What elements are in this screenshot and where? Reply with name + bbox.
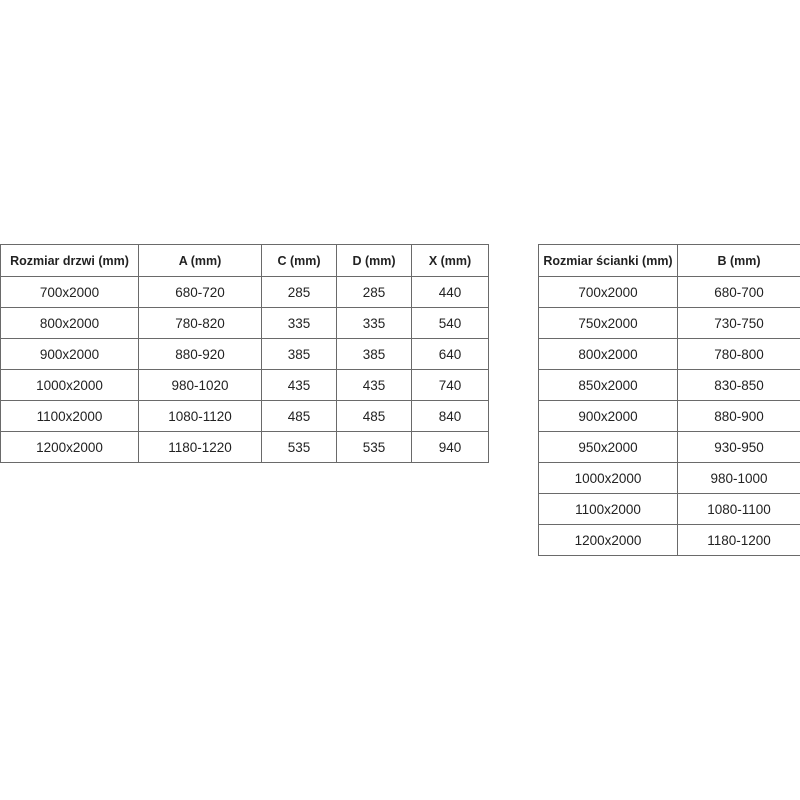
table-row: 800x2000 780-820 335 335 540 xyxy=(0,307,489,339)
table-cell: 485 xyxy=(261,400,337,432)
column-header: B (mm) xyxy=(677,244,800,277)
table-row: 850x2000 830-850 xyxy=(538,369,800,401)
column-header: D (mm) xyxy=(336,244,412,277)
table-row: 1200x2000 1180-1200 xyxy=(538,524,800,556)
table-row: 700x2000 680-700 xyxy=(538,276,800,308)
table-cell: 730-750 xyxy=(677,307,800,339)
table-cell: 700x2000 xyxy=(0,276,139,308)
table-cell: 385 xyxy=(336,338,412,370)
table-row: 1100x2000 1080-1120 485 485 840 xyxy=(0,400,489,432)
table-cell: 780-800 xyxy=(677,338,800,370)
table-cell: 740 xyxy=(411,369,489,401)
table-header-row: Rozmiar ścianki (mm) B (mm) xyxy=(538,244,800,277)
table-cell: 435 xyxy=(336,369,412,401)
wall-size-table: Rozmiar ścianki (mm) B (mm) 700x2000 680-7… xyxy=(538,244,800,556)
table-cell: 680-700 xyxy=(677,276,800,308)
table-header-row: Rozmiar drzwi (mm) A (mm) C (mm) D (mm) X (m… xyxy=(0,244,489,277)
table-row: 950x2000 930-950 xyxy=(538,431,800,463)
table-cell: 880-920 xyxy=(138,338,262,370)
table-row: 900x2000 880-920 385 385 640 xyxy=(0,338,489,370)
table-cell: 1180-1200 xyxy=(677,524,800,556)
table-cell: 750x2000 xyxy=(538,307,678,339)
table-cell: 1200x2000 xyxy=(0,431,139,463)
table-cell: 880-900 xyxy=(677,400,800,432)
table-cell: 640 xyxy=(411,338,489,370)
table-cell: 535 xyxy=(336,431,412,463)
table-cell: 780-820 xyxy=(138,307,262,339)
table-cell: 335 xyxy=(261,307,337,339)
column-header: Rozmiar drzwi (mm) xyxy=(0,244,139,277)
table-cell: 1000x2000 xyxy=(0,369,139,401)
table-row: 900x2000 880-900 xyxy=(538,400,800,432)
table-row: 1200x2000 1180-1220 535 535 940 xyxy=(0,431,489,463)
table-row: 800x2000 780-800 xyxy=(538,338,800,370)
table-cell: 485 xyxy=(336,400,412,432)
table-cell: 285 xyxy=(261,276,337,308)
table-cell: 940 xyxy=(411,431,489,463)
table-cell: 980-1000 xyxy=(677,462,800,494)
table-cell: 700x2000 xyxy=(538,276,678,308)
table-cell: 680-720 xyxy=(138,276,262,308)
table-row: 1100x2000 1080-1100 xyxy=(538,493,800,525)
table-cell: 850x2000 xyxy=(538,369,678,401)
column-header: A (mm) xyxy=(138,244,262,277)
table-cell: 335 xyxy=(336,307,412,339)
table-cell: 800x2000 xyxy=(0,307,139,339)
door-size-table: Rozmiar drzwi (mm) A (mm) C (mm) D (mm) X (m… xyxy=(0,244,489,463)
table-row: 750x2000 730-750 xyxy=(538,307,800,339)
table-row: 700x2000 680-720 285 285 440 xyxy=(0,276,489,308)
table-cell: 980-1020 xyxy=(138,369,262,401)
table-cell: 535 xyxy=(261,431,337,463)
table-row: 1000x2000 980-1020 435 435 740 xyxy=(0,369,489,401)
table-cell: 900x2000 xyxy=(0,338,139,370)
column-header: C (mm) xyxy=(261,244,337,277)
column-header: X (mm) xyxy=(411,244,489,277)
table-cell: 540 xyxy=(411,307,489,339)
table-cell: 385 xyxy=(261,338,337,370)
table-cell: 900x2000 xyxy=(538,400,678,432)
table-row: 1000x2000 980-1000 xyxy=(538,462,800,494)
table-cell: 285 xyxy=(336,276,412,308)
table-cell: 800x2000 xyxy=(538,338,678,370)
table-cell: 950x2000 xyxy=(538,431,678,463)
table-cell: 1100x2000 xyxy=(538,493,678,525)
table-cell: 840 xyxy=(411,400,489,432)
table-cell: 1200x2000 xyxy=(538,524,678,556)
table-cell: 1080-1120 xyxy=(138,400,262,432)
table-cell: 435 xyxy=(261,369,337,401)
table-cell: 830-850 xyxy=(677,369,800,401)
table-cell: 440 xyxy=(411,276,489,308)
table-cell: 1000x2000 xyxy=(538,462,678,494)
column-header: Rozmiar ścianki (mm) xyxy=(538,244,678,277)
table-cell: 1100x2000 xyxy=(0,400,139,432)
table-cell: 1180-1220 xyxy=(138,431,262,463)
table-cell: 930-950 xyxy=(677,431,800,463)
table-cell: 1080-1100 xyxy=(677,493,800,525)
